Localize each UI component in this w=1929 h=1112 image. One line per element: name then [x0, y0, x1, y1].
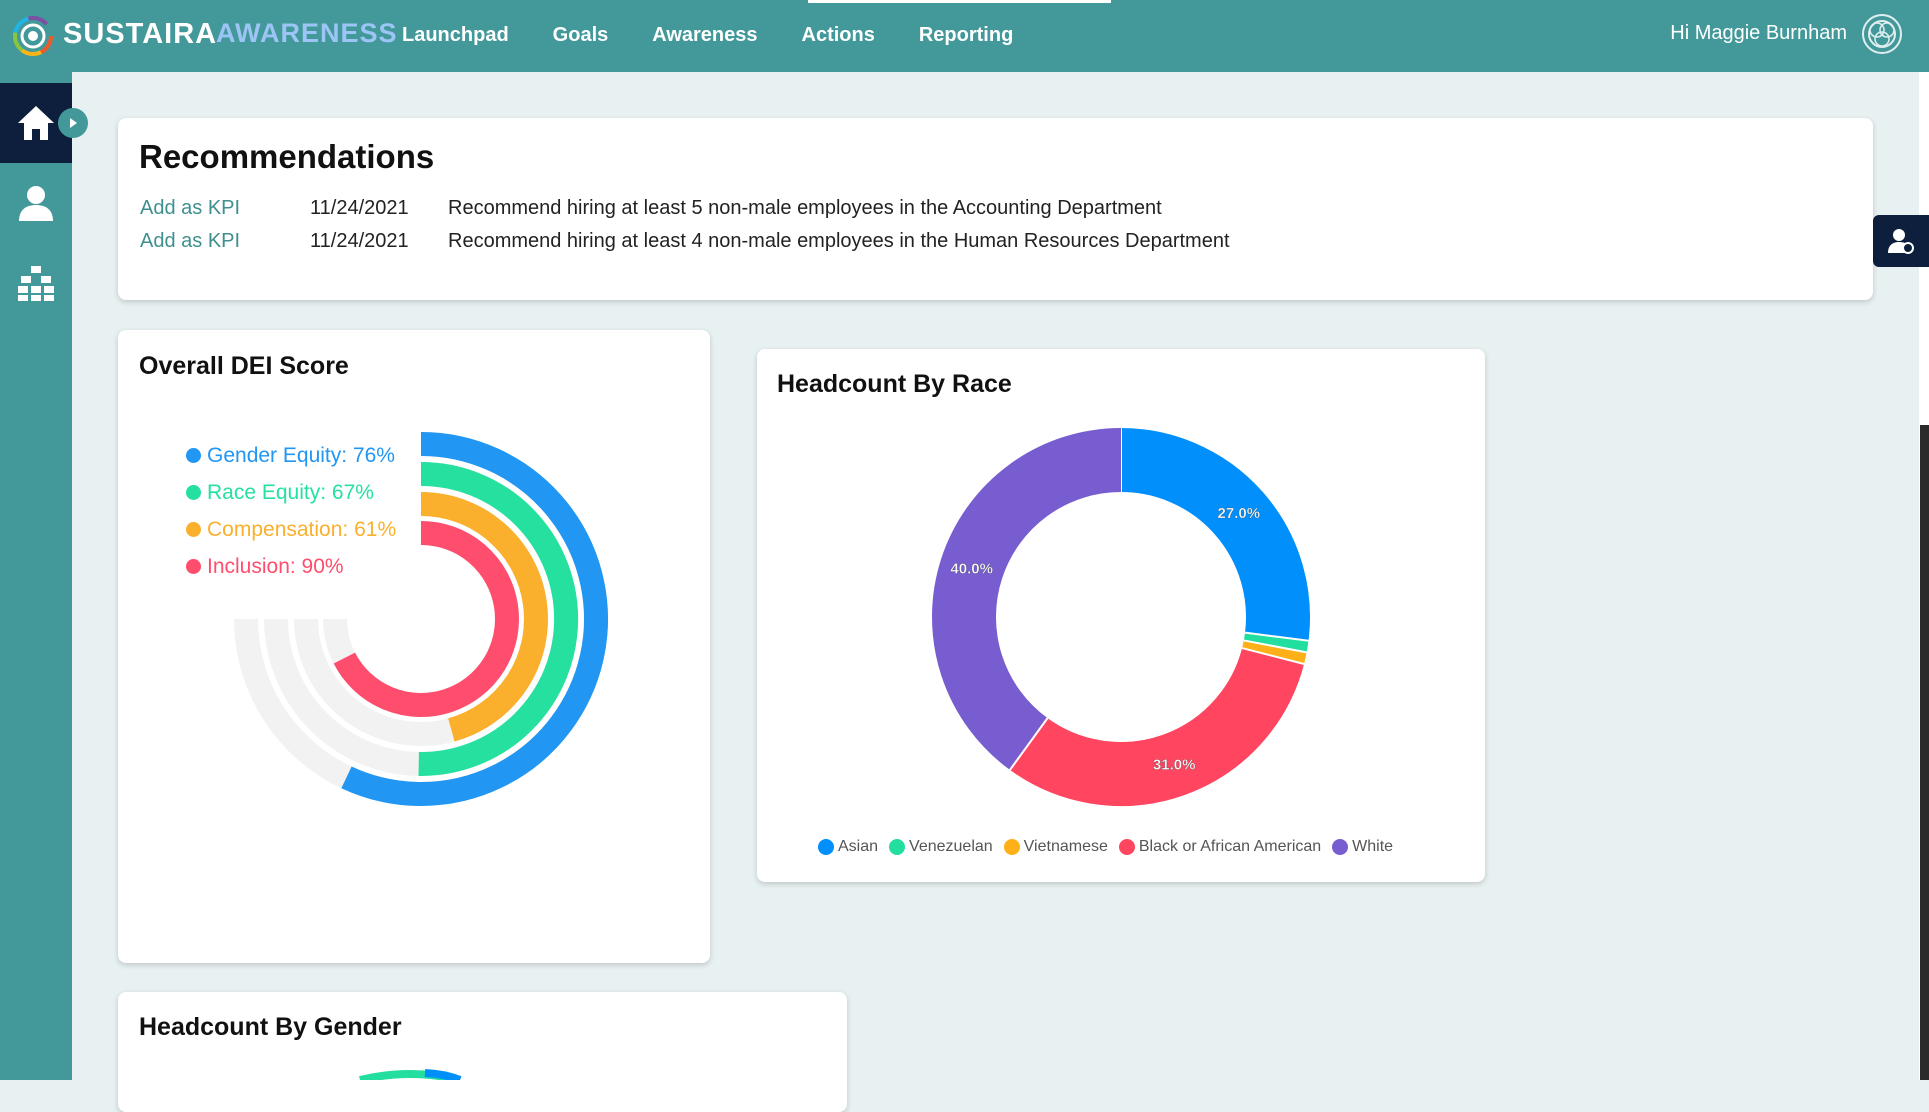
user-icon [19, 186, 53, 221]
scrollbar[interactable] [1920, 425, 1929, 1080]
sidebar-expand-button[interactable] [58, 108, 88, 138]
race-legend-item[interactable]: Asian [818, 838, 878, 856]
legend-marker [186, 559, 201, 574]
recommendations-card: Recommendations Add as KPI 11/24/2021 Re… [118, 118, 1873, 300]
add-as-kpi-link[interactable]: Add as KPI [140, 197, 241, 219]
legend-label: Compensation: 61% [207, 517, 397, 541]
legend-label: Inclusion: 90% [207, 554, 344, 578]
slice-separator [1009, 717, 1049, 771]
dei-score-title: Overall DEI Score [139, 352, 349, 380]
dei-radial-chart [234, 432, 609, 806]
dei-legend-item[interactable]: Race Equity: 67% [186, 474, 396, 511]
recommendations-title: Recommendations [139, 138, 435, 175]
race-legend-item[interactable]: Venezuelan [889, 838, 993, 856]
chevron-right-icon [70, 118, 77, 128]
race-legend: Asian Venezuelan Vietnamese Black or Afr… [818, 838, 1404, 856]
top-navigation-bar: SUSTAIRA AWARENESS Launchpad Goals Aware… [0, 0, 1929, 72]
recommendation-row: Add as KPI 11/24/2021 Recommend hiring a… [140, 197, 1162, 220]
sidebar [0, 72, 72, 1080]
user-greeting: Hi Maggie Burnham [1670, 22, 1847, 44]
legend-marker [1003, 839, 1020, 855]
race-legend-item[interactable]: White [1332, 838, 1393, 856]
legend-label: Race Equity: 67% [207, 480, 374, 504]
dei-bar-compensation[interactable] [420, 492, 548, 742]
nav-launchpad[interactable]: Launchpad [402, 24, 509, 46]
legend-marker [818, 839, 834, 855]
race-legend-item[interactable]: Vietnamese [1003, 838, 1108, 856]
add-as-kpi-link[interactable]: Add as KPI [140, 230, 241, 252]
headcount-gender-title: Headcount By Gender [139, 1013, 402, 1041]
recommendation-date: 11/24/2021 [310, 197, 409, 219]
slice-separator [1244, 631, 1309, 642]
legend-marker [186, 522, 201, 537]
recommendation-row: Add as KPI 11/24/2021 Recommend hiring a… [140, 230, 1230, 253]
home-icon [18, 106, 54, 140]
slice-separator [1241, 647, 1305, 665]
user-settings-icon [1888, 229, 1914, 254]
dei-legend-item[interactable]: Inclusion: 90% [186, 548, 396, 585]
product-name: AWARENESS [216, 18, 398, 48]
nav-goals[interactable]: Goals [552, 24, 609, 46]
sidebar-item-profile[interactable] [0, 163, 72, 243]
nav-awareness[interactable]: Awareness [652, 24, 758, 46]
brand-name: SUSTAIRA [63, 18, 218, 50]
user-avatar-icon[interactable] [1860, 12, 1904, 56]
dei-bar-gender-equity[interactable] [341, 432, 609, 806]
recommendation-text: Recommend hiring at least 5 non-male emp… [448, 197, 1162, 219]
legend-marker [1118, 839, 1135, 855]
legend-marker [186, 485, 201, 500]
legend-label: Venezuelan [909, 838, 993, 855]
race-slice-black-or-african-american[interactable] [1009, 647, 1305, 806]
org-chart-icon [18, 266, 54, 301]
legend-marker [889, 839, 906, 855]
sidebar-item-reports[interactable] [0, 243, 72, 323]
race-data-label: 27.0% [1218, 505, 1261, 522]
legend-label: Asian [838, 838, 879, 855]
legend-marker [186, 448, 201, 463]
dei-legend-item[interactable]: Compensation: 61% [186, 511, 396, 548]
race-slice-white[interactable] [932, 428, 1122, 770]
dei-bar-inclusion[interactable] [333, 521, 519, 717]
dei-legend: Gender Equity: 76% Race Equity: 67% Comp… [186, 437, 396, 585]
headcount-gender-card: Headcount By Gender [118, 992, 847, 1112]
gender-chart-peek [359, 1069, 462, 1080]
race-slice-venezuelan[interactable] [1243, 632, 1309, 653]
legend-label: Black or African American [1138, 838, 1322, 855]
recommendation-date: 11/24/2021 [310, 230, 409, 252]
dei-bar-race-equity[interactable] [418, 462, 579, 776]
race-donut-chart: 27.0% 31.0% 40.0% [932, 428, 1310, 806]
contact-support-button[interactable] [1873, 215, 1929, 267]
nav-active-indicator [808, 0, 1111, 3]
race-slice-vietnamese[interactable] [1242, 640, 1307, 664]
dei-score-card: Overall DEI Score [118, 330, 710, 963]
main-nav: Launchpad Goals Awareness Actions Report… [380, 0, 1035, 72]
legend-marker [1332, 839, 1349, 855]
recommendation-text: Recommend hiring at least 4 non-male emp… [448, 230, 1230, 252]
nav-reporting[interactable]: Reporting [918, 24, 1014, 46]
race-slice-asian[interactable] [1120, 428, 1310, 641]
slice-separator [1243, 639, 1307, 654]
sustaira-logo-icon [13, 16, 53, 56]
legend-label: Vietnamese [1023, 838, 1108, 855]
legend-label: Gender Equity: 76% [207, 443, 395, 467]
race-legend-item[interactable]: Black or African American [1118, 838, 1322, 856]
race-data-label: 40.0% [950, 561, 993, 578]
legend-label: White [1352, 838, 1394, 855]
dei-legend-item[interactable]: Gender Equity: 76% [186, 437, 396, 474]
nav-actions[interactable]: Actions [801, 24, 875, 46]
headcount-race-title: Headcount By Race [777, 370, 1012, 398]
race-data-label: 31.0% [1153, 757, 1196, 774]
